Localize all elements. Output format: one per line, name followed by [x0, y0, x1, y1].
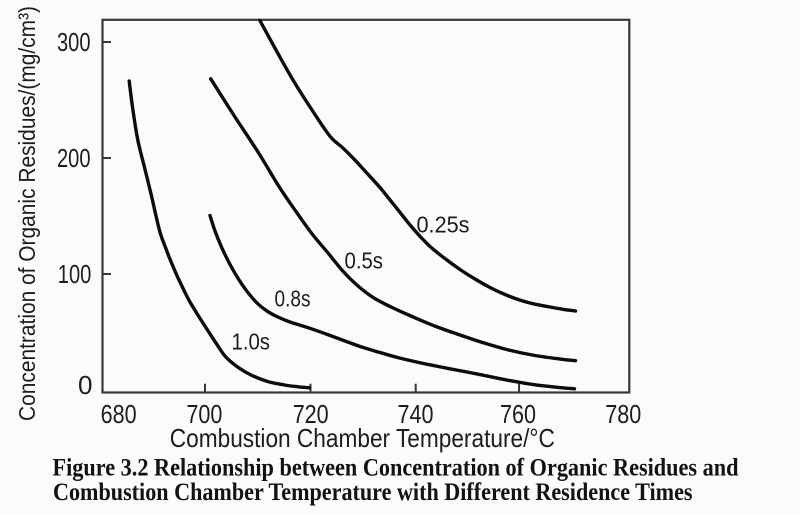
svg-text:1.0s: 1.0s [232, 328, 271, 354]
svg-text:780: 780 [605, 399, 641, 429]
svg-text:740: 740 [398, 399, 434, 429]
svg-text:Figure 3.2 Relationship betwee: Figure 3.2 Relationship between Concentr… [53, 455, 739, 482]
svg-text:0.25s: 0.25s [417, 212, 470, 238]
svg-text:Concentration of Organic Resid: Concentration of Organic Residues/(mg/cm… [14, 6, 40, 421]
svg-text:680: 680 [101, 399, 137, 429]
svg-text:200: 200 [57, 143, 91, 173]
svg-text:300: 300 [57, 27, 91, 57]
svg-text:0: 0 [78, 370, 92, 400]
svg-text:720: 720 [293, 399, 329, 429]
svg-text:700: 700 [186, 399, 222, 429]
svg-text:760: 760 [500, 399, 536, 429]
svg-text:0.5s: 0.5s [345, 248, 384, 274]
svg-text:0.8s: 0.8s [275, 285, 311, 311]
svg-text:Combustion Chamber Temperature: Combustion Chamber Temperature/°C [170, 423, 555, 453]
svg-text:100: 100 [58, 259, 92, 289]
svg-text:Combustion Chamber Temperature: Combustion Chamber Temperature with Diff… [53, 479, 693, 506]
